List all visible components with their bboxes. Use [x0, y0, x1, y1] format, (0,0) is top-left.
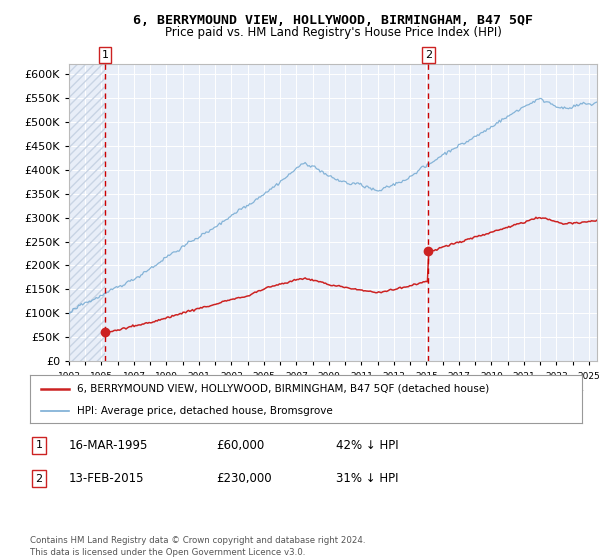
Text: 1994: 1994: [74, 385, 97, 394]
Text: £60,000: £60,000: [216, 438, 264, 452]
Text: 2004: 2004: [236, 385, 259, 394]
Text: 2008: 2008: [301, 385, 324, 394]
Text: 2016: 2016: [431, 385, 454, 394]
Text: 2006: 2006: [269, 385, 292, 394]
Text: 2024: 2024: [562, 385, 584, 394]
Text: Price paid vs. HM Land Registry's House Price Index (HPI): Price paid vs. HM Land Registry's House …: [164, 26, 502, 39]
Text: 2010: 2010: [334, 385, 356, 394]
Text: 2005: 2005: [253, 372, 275, 381]
Text: 31% ↓ HPI: 31% ↓ HPI: [336, 472, 398, 486]
Text: 2009: 2009: [317, 372, 340, 381]
Text: 16-MAR-1995: 16-MAR-1995: [69, 438, 148, 452]
Text: 1: 1: [101, 50, 109, 60]
Text: 2: 2: [425, 50, 432, 60]
Text: 2011: 2011: [350, 372, 373, 381]
Text: £230,000: £230,000: [216, 472, 272, 486]
Text: 1998: 1998: [139, 385, 162, 394]
Text: 2025: 2025: [578, 372, 600, 381]
Text: HPI: Average price, detached house, Bromsgrove: HPI: Average price, detached house, Brom…: [77, 406, 332, 416]
Text: 2: 2: [35, 474, 43, 484]
Text: 2023: 2023: [545, 372, 568, 381]
Text: 2003: 2003: [220, 372, 243, 381]
Text: 1993: 1993: [58, 372, 80, 381]
Text: 2007: 2007: [285, 372, 308, 381]
Text: 2018: 2018: [464, 385, 487, 394]
Text: 2014: 2014: [399, 385, 422, 394]
Text: 6, BERRYMOUND VIEW, HOLLYWOOD, BIRMINGHAM, B47 5QF: 6, BERRYMOUND VIEW, HOLLYWOOD, BIRMINGHA…: [133, 14, 533, 27]
Text: 1: 1: [35, 440, 43, 450]
Bar: [69, 64, 105, 361]
Text: 2020: 2020: [496, 385, 519, 394]
Text: 2013: 2013: [382, 372, 406, 381]
Text: 2012: 2012: [367, 385, 389, 394]
Text: 13-FEB-2015: 13-FEB-2015: [69, 472, 145, 486]
Text: 1996: 1996: [106, 385, 129, 394]
Text: 1999: 1999: [155, 372, 178, 381]
Text: 2019: 2019: [480, 372, 503, 381]
Bar: [69, 64, 105, 361]
Text: 2022: 2022: [529, 385, 551, 394]
Text: 1995: 1995: [90, 372, 113, 381]
Text: 2001: 2001: [188, 372, 211, 381]
Text: 6, BERRYMOUND VIEW, HOLLYWOOD, BIRMINGHAM, B47 5QF (detached house): 6, BERRYMOUND VIEW, HOLLYWOOD, BIRMINGHA…: [77, 384, 489, 394]
Text: Contains HM Land Registry data © Crown copyright and database right 2024.
This d: Contains HM Land Registry data © Crown c…: [30, 536, 365, 557]
Text: 2017: 2017: [448, 372, 470, 381]
Text: 2021: 2021: [512, 372, 535, 381]
Text: 2000: 2000: [171, 385, 194, 394]
Text: 2002: 2002: [204, 385, 227, 394]
Text: 2015: 2015: [415, 372, 438, 381]
Text: 42% ↓ HPI: 42% ↓ HPI: [336, 438, 398, 452]
Text: 1997: 1997: [122, 372, 145, 381]
